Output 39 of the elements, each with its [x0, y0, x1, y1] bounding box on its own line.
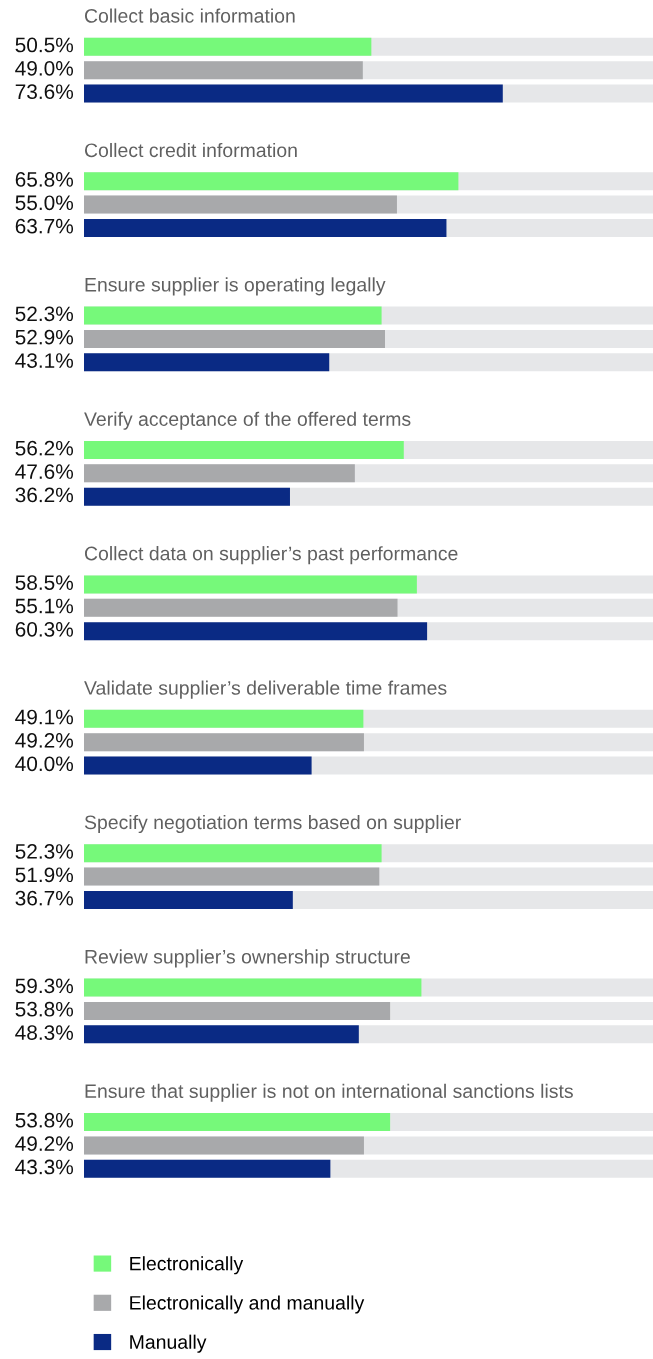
data-label: 56.2%	[15, 440, 74, 456]
y-tick-label: Collect basic information	[84, 8, 295, 23]
data-label: 58.5%	[15, 575, 74, 590]
data-label: 60.3%	[15, 621, 74, 637]
data-label: 50.5%	[15, 37, 74, 53]
data-label: 40.0%	[15, 756, 74, 772]
y-tick-label: Collect data on supplier’s past performance	[84, 546, 458, 565]
legend-label: Electronically	[130, 1256, 244, 1275]
data-label: 49.2%	[15, 1136, 74, 1151]
data-label: 53.8%	[15, 1112, 74, 1128]
y-tick-label: Ensure supplier is operating legally	[85, 277, 386, 296]
data-label: 73.6%	[15, 84, 74, 100]
data-label: 52.9%	[15, 329, 74, 345]
data-label: 55.0%	[15, 195, 74, 211]
data-label: 53.8%	[15, 1001, 74, 1017]
data-label: 59.3%	[15, 978, 74, 994]
data-label: 49.2%	[15, 733, 74, 748]
data-label: 63.7%	[15, 218, 74, 234]
legend-label: Manually	[130, 1334, 207, 1353]
y-tick-label: Collect credit information	[84, 142, 297, 158]
data-label: 51.9%	[15, 867, 74, 883]
data-label: 49.0%	[15, 60, 74, 76]
data-label: 49.1%	[15, 709, 74, 725]
data-label: 48.3%	[15, 1025, 74, 1040]
data-label: 36.7%	[15, 890, 74, 906]
data-label: 55.1%	[15, 598, 74, 614]
y-tick-label: Ensure that supplier is not on international sanctions lists	[85, 1083, 573, 1102]
data-label: 65.8%	[15, 172, 74, 187]
y-tick-label: Review supplier’s ownership structure	[85, 949, 410, 968]
data-label: 52.3%	[15, 844, 74, 859]
y-tick-label: Verify acceptance of the offered terms	[84, 411, 411, 430]
y-tick-label: Validate supplier’s deliverable time frames	[84, 680, 447, 699]
data-label: 52.3%	[15, 306, 74, 322]
data-label: 36.2%	[15, 487, 74, 503]
data-label: 43.1%	[15, 353, 74, 368]
data-label: 47.6%	[15, 464, 74, 479]
y-tick-label: Specify negotiation terms based on supplier	[84, 814, 461, 834]
data-label: 43.3%	[15, 1159, 74, 1175]
legend-label: Electronically and manually	[130, 1295, 365, 1314]
